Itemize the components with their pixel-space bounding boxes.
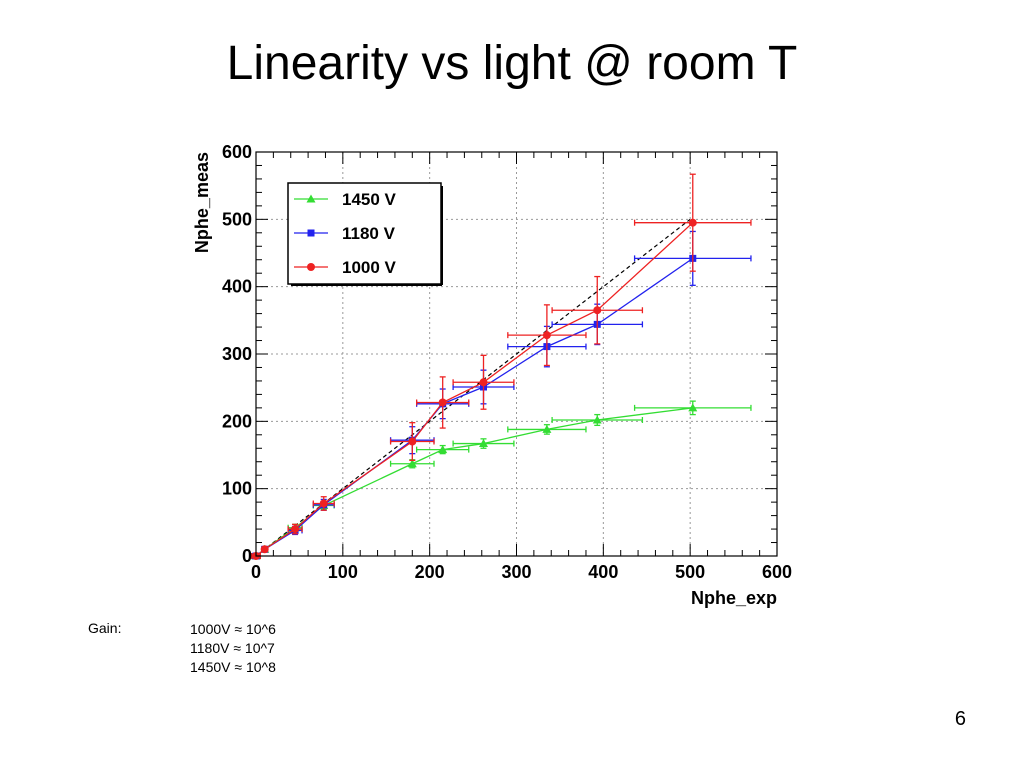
series-1000v xyxy=(251,173,752,560)
y-tick-label: 600 xyxy=(222,142,252,162)
data-point xyxy=(408,437,417,446)
y-tick-label: 300 xyxy=(222,344,252,364)
data-series xyxy=(251,173,752,560)
x-tick-label: 100 xyxy=(328,562,358,582)
data-point xyxy=(319,499,328,508)
data-point xyxy=(407,459,417,468)
data-point xyxy=(593,306,602,315)
data-point xyxy=(291,525,300,534)
legend-marker xyxy=(307,229,315,237)
x-tick-label: 400 xyxy=(588,562,618,582)
slide-title: Linearity vs light @ room T xyxy=(226,37,798,90)
y-tick-label: 0 xyxy=(242,546,252,566)
data-point xyxy=(542,424,552,433)
y-tick-label: 500 xyxy=(222,209,252,229)
gain-line: 1000V ≈ 10^6 xyxy=(190,621,276,637)
data-point xyxy=(688,218,697,227)
data-point xyxy=(592,415,602,424)
series-line xyxy=(255,407,693,557)
series-line xyxy=(255,257,694,557)
legend-marker xyxy=(306,194,316,203)
data-point xyxy=(542,331,551,340)
y-tick-label: 100 xyxy=(222,479,252,499)
legend-label: 1450 V xyxy=(342,190,397,209)
y-tick-label: 200 xyxy=(222,411,252,431)
axis-ticks: 0 100 200 300 400 500 600 0 100 200 300 400 500 600 xyxy=(222,142,792,582)
linearity-chart: 0 100 200 300 400 500 600 0 100 200 300 400 500 600 1… xyxy=(192,142,792,608)
series-line xyxy=(255,222,694,557)
x-tick-label: 0 xyxy=(251,562,261,582)
x-tick-label: 300 xyxy=(501,562,531,582)
legend-label: 1180 V xyxy=(342,224,396,243)
y-tick-label: 400 xyxy=(222,277,252,297)
gain-list: 1000V ≈ 10^6 1180V ≈ 10^7 1450V ≈ 10^8 xyxy=(190,620,276,677)
data-point xyxy=(260,545,269,554)
data-point xyxy=(438,398,447,407)
gain-label: Gain: xyxy=(88,620,122,636)
series-1450v xyxy=(251,400,752,560)
data-point xyxy=(688,403,698,412)
x-axis-label: Nphe_exp xyxy=(691,588,777,608)
x-tick-label: 200 xyxy=(415,562,445,582)
data-point xyxy=(479,439,489,448)
legend-label: 1000 V xyxy=(342,258,397,277)
gain-line: 1450V ≈ 10^8 xyxy=(190,659,276,675)
x-tick-label: 500 xyxy=(675,562,705,582)
legend: 1450 V 1180 V 1000 V xyxy=(287,182,443,286)
gain-line: 1180V ≈ 10^7 xyxy=(190,640,275,656)
data-point xyxy=(438,445,448,454)
x-tick-label: 600 xyxy=(762,562,792,582)
page-number: 6 xyxy=(954,708,966,730)
legend-marker xyxy=(307,263,315,271)
y-axis-label: Nphe_meas xyxy=(192,152,212,253)
data-point xyxy=(479,378,488,387)
